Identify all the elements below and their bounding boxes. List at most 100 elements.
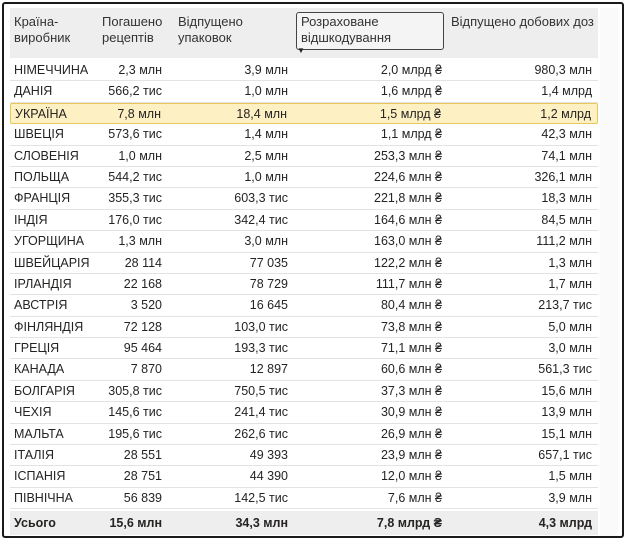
cell-country: УГОРЩИНА (14, 234, 85, 249)
cell-reimbursement: 60,6 млн ₴ (380, 362, 442, 377)
table-row[interactable]: ПІВНІЧНА 56 839 142,5 тис 7,6 млн ₴ 3,9 млн (10, 488, 598, 510)
header-packages[interactable]: Відпущено упаковок (178, 14, 243, 46)
cell-doses: 18,3 млн (541, 191, 592, 206)
cell-reimbursement: 80,4 млн ₴ (380, 298, 442, 313)
cell-doses: 980,3 млн (534, 63, 592, 77)
table-row[interactable]: МАЛЬТА 195,6 тис 262,6 тис 26,9 млн ₴ 15,1 м… (10, 424, 598, 446)
cell-prescriptions: 28 551 (123, 448, 162, 463)
total-packages: 34,3 млн (235, 516, 288, 530)
header-country[interactable]: Країна- виробник (14, 14, 70, 46)
vertical-scrollbar[interactable] (600, 8, 618, 536)
cell-reimbursement: 253,3 млн ₴ (374, 148, 442, 163)
cell-packages: 262,6 тис (234, 426, 288, 441)
cell-country: ЧЕХІЯ (14, 405, 52, 420)
table-row[interactable]: ГРЕЦІЯ 95 464 193,3 тис 71,1 млн ₴ 3,0 млн (10, 338, 598, 360)
cell-prescriptions: 544,2 тис (108, 169, 162, 184)
cell-doses: 15,1 млн (541, 426, 592, 441)
table-row[interactable]: УКРАЇНА 7,8 млн 18,4 млн 1,5 млрд ₴ 1,2 млрд (10, 102, 598, 125)
cell-reimbursement: 122,2 млн ₴ (374, 255, 442, 270)
cell-packages: 1,4 млн (244, 127, 288, 142)
cell-packages: 12 897 (249, 362, 288, 377)
cell-prescriptions: 2,3 млн (118, 63, 162, 77)
table-row[interactable]: ФІНЛЯНДІЯ 72 128 103,0 тис 73,8 млн ₴ 5,0 мл… (10, 317, 598, 339)
cell-prescriptions: 573,6 тис (108, 127, 162, 142)
table-row[interactable]: СЛОВЕНІЯ 1,0 млн 2,5 млн 253,3 млн ₴ 74,1 мл… (10, 146, 598, 167)
cell-packages: 142,5 тис (234, 490, 288, 505)
table-row[interactable]: УГОРЩИНА 1,3 млн 3,0 млн 163,0 млн ₴ 111,2 м… (10, 231, 598, 253)
cell-packages: 3,9 млн (244, 63, 288, 77)
cell-prescriptions: 1,0 млн (118, 148, 162, 163)
table-row[interactable]: ЧЕХІЯ 145,6 тис 241,4 тис 30,9 млн ₴ 13,9 мл… (10, 402, 598, 424)
cell-country: ІНДІЯ (14, 212, 48, 227)
cell-country: ФІНЛЯНДІЯ (14, 319, 84, 334)
cell-country: ГРЕЦІЯ (14, 341, 60, 356)
cell-doses: 657,1 тис (538, 448, 592, 463)
header-country-line2: виробник (14, 30, 71, 45)
table-row[interactable]: ШВЕЦІЯ 573,6 тис 1,4 млн 1,1 млрд ₴ 42,3 млн (10, 124, 598, 146)
cell-packages: 77 035 (249, 255, 288, 270)
cell-packages: 2,5 млн (244, 148, 288, 163)
cell-reimbursement: 164,6 млн ₴ (374, 212, 442, 227)
cell-reimbursement: 30,9 млн ₴ (380, 405, 442, 420)
cell-reimbursement: 1,6 млрд ₴ (380, 84, 442, 99)
cell-doses: 326,1 млн (534, 169, 592, 184)
cell-doses: 213,7 тис (538, 298, 592, 313)
header-reimbursement-line2: відшкодування (301, 30, 392, 45)
cell-doses: 13,9 млн (541, 405, 592, 420)
sort-descending-icon: ▼ (297, 46, 305, 55)
cell-packages: 241,4 тис (234, 405, 288, 420)
cell-country: ФРАНЦІЯ (14, 191, 71, 206)
cell-packages: 44 390 (249, 469, 288, 484)
cell-country: ІСПАНІЯ (14, 469, 66, 484)
table-row[interactable]: ІРЛАНДІЯ 22 168 78 729 111,7 млн ₴ 1,7 млн (10, 274, 598, 296)
cell-country: ШВЕЙЦАРІЯ (14, 255, 90, 270)
table-row[interactable]: КАНАДА 7 870 12 897 60,6 млн ₴ 561,3 тис (10, 359, 598, 381)
table-row[interactable]: ШВЕЙЦАРІЯ 28 114 77 035 122,2 млн ₴ 1,3 млн (10, 253, 598, 274)
cell-packages: 750,5 тис (234, 383, 288, 398)
table-row[interactable]: ІТАЛІЯ 28 551 49 393 23,9 млн ₴ 657,1 тис (10, 445, 598, 467)
table-row[interactable]: ІСПАНІЯ 28 751 44 390 12,0 млн ₴ 1,5 млн (10, 466, 598, 488)
cell-prescriptions: 7 870 (130, 362, 162, 377)
cell-reimbursement: 224,6 млн ₴ (374, 169, 442, 184)
table-row[interactable]: БОЛГАРІЯ 305,8 тис 750,5 тис 37,3 млн ₴ 15,6… (10, 381, 598, 403)
cell-reimbursement: 111,7 млн ₴ (375, 276, 442, 291)
cell-packages: 603,3 тис (234, 191, 288, 206)
cell-country: ІРЛАНДІЯ (14, 276, 72, 291)
total-prescriptions: 15,6 млн (109, 516, 162, 530)
cell-doses: 15,6 млн (541, 383, 592, 398)
cell-country: ДАНІЯ (14, 84, 53, 99)
cell-doses: 42,3 млн (541, 127, 592, 142)
cell-doses: 1,4 млрд (541, 84, 592, 99)
cell-doses: 111,2 млн (536, 234, 592, 249)
total-reimbursement: 7,8 млрд ₴ (376, 516, 442, 530)
cell-country: БОЛГАРІЯ (14, 383, 75, 398)
cell-packages: 18,4 млн (236, 106, 287, 121)
header-prescriptions[interactable]: Погашено рецептів (102, 14, 162, 46)
table-row[interactable]: ІНДІЯ 176,0 тис 342,4 тис 164,6 млн ₴ 84,5 м… (10, 210, 598, 232)
cell-prescriptions: 72 128 (123, 319, 162, 334)
cell-country: СЛОВЕНІЯ (14, 148, 79, 163)
cell-packages: 49 393 (249, 448, 288, 463)
header-prescriptions-line1: Погашено (102, 14, 163, 29)
table-row[interactable]: АВСТРІЯ 3 520 16 645 80,4 млн ₴ 213,7 тис (10, 295, 598, 317)
header-doses[interactable]: Відпущено добових доз (451, 14, 594, 30)
cell-doses: 74,1 млн (541, 148, 592, 163)
cell-doses: 1,3 млн (548, 255, 592, 270)
cell-prescriptions: 566,2 тис (108, 84, 162, 99)
table-row[interactable]: ПОЛЬЩА 544,2 тис 1,0 млн 224,6 млн ₴ 326,1 м… (10, 167, 598, 189)
cell-country: КАНАДА (14, 362, 65, 377)
cell-prescriptions: 28 114 (124, 255, 162, 270)
cell-country: ШВЕЦІЯ (14, 127, 64, 142)
cell-packages: 1,0 млн (244, 84, 288, 99)
header-reimbursement[interactable]: Розраховане відшкодування ▼ (296, 12, 444, 55)
table-row[interactable]: ФРАНЦІЯ 355,3 тис 603,3 тис 221,8 млн ₴ 18,3… (10, 188, 598, 210)
table-row[interactable]: ДАНІЯ 566,2 тис 1,0 млн 1,6 млрд ₴ 1,4 млрд (10, 81, 598, 103)
cell-doses: 84,5 млн (541, 212, 592, 227)
header-packages-line1: Відпущено (178, 14, 243, 29)
cell-reimbursement: 12,0 млн ₴ (380, 469, 442, 484)
cell-doses: 5,0 млн (548, 319, 592, 334)
cell-doses: 1,5 млн (548, 469, 592, 484)
table-body: НІМЕЧЧИНА 2,3 млн 3,9 млн 2,0 млрд ₴ 980,3 м… (10, 60, 598, 510)
cell-prescriptions: 305,8 тис (108, 383, 162, 398)
table-row[interactable]: НІМЕЧЧИНА 2,3 млн 3,9 млн 2,0 млрд ₴ 980,3 м… (10, 60, 598, 82)
